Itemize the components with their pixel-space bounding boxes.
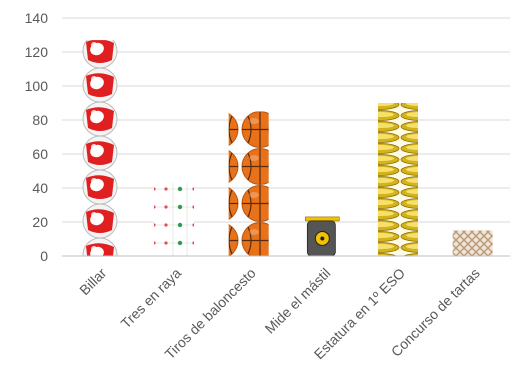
x-category-label: Mide el mástil	[262, 265, 334, 337]
y-tick-label: 120	[25, 44, 49, 60]
y-tick-label: 60	[32, 146, 48, 162]
billiard-ball-icon	[79, 40, 120, 256]
gridlines	[62, 17, 510, 223]
bar-tiros-de-baloncesto	[228, 111, 269, 256]
x-category-label: Tres en raya	[118, 265, 185, 332]
y-tick-label: 80	[32, 112, 48, 128]
tic-tac-toe-icon	[154, 182, 194, 256]
tape-measure-icon	[305, 216, 340, 257]
y-axis-tick-labels: 0 20 40 60 80 100 120 140	[25, 10, 49, 264]
cake-pattern-icon	[452, 230, 493, 256]
bar-mide-el-m-stil	[305, 216, 340, 257]
basketball-icon	[228, 111, 269, 256]
y-tick-label: 40	[32, 180, 48, 196]
bar-tres-en-raya	[154, 182, 194, 256]
y-tick-label: 100	[25, 78, 49, 94]
bar-concurso-de-tartas	[452, 230, 493, 256]
bar-billar	[79, 40, 120, 256]
y-tick-label: 140	[25, 10, 49, 26]
bar-estatura-en-1-eso	[378, 103, 418, 256]
y-tick-label: 0	[40, 248, 48, 264]
bars	[79, 40, 493, 257]
x-category-label: Billar	[76, 265, 110, 299]
y-tick-label: 20	[32, 214, 48, 230]
coin-stack-icon	[378, 103, 418, 256]
